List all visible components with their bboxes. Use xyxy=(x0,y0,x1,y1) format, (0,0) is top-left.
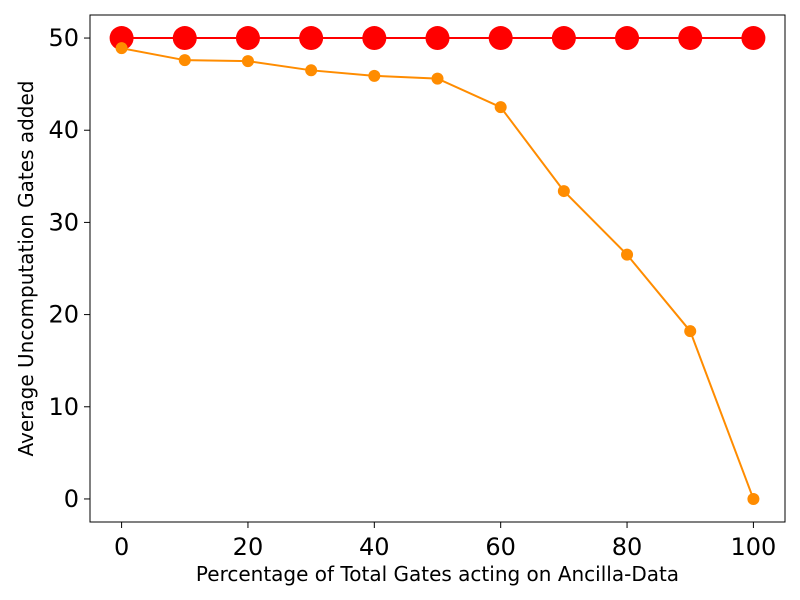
series-1-point xyxy=(488,26,513,51)
series-1-point xyxy=(741,26,766,51)
series-1-point xyxy=(235,26,260,51)
x-tick-label: 80 xyxy=(612,533,643,561)
series-1-point xyxy=(299,26,324,51)
series-2-point xyxy=(368,69,381,82)
series-2-point xyxy=(684,325,697,338)
x-tick-label: 40 xyxy=(359,533,390,561)
x-tick-label: 60 xyxy=(485,533,516,561)
series-2-point xyxy=(494,101,507,114)
x-tick-label: 0 xyxy=(114,533,129,561)
x-tick-label: 100 xyxy=(731,533,777,561)
series-2-point xyxy=(305,64,318,77)
series-2-point xyxy=(178,54,191,67)
series-1-point xyxy=(678,26,703,51)
y-tick-label: 30 xyxy=(48,208,79,236)
series-1-point xyxy=(551,26,576,51)
series-2-point xyxy=(431,72,444,85)
series-1-point xyxy=(615,26,640,51)
y-tick-label: 10 xyxy=(48,393,79,421)
series-1-point xyxy=(425,26,450,51)
series-layer xyxy=(109,26,766,505)
y-axis-label: Average Uncomputation Gates added xyxy=(14,81,38,457)
series-1-point xyxy=(109,26,134,51)
series-2-point xyxy=(621,248,634,261)
y-tick-label: 50 xyxy=(48,24,79,52)
series-1-point xyxy=(172,26,197,51)
x-axis-label: Percentage of Total Gates acting on Anci… xyxy=(196,562,679,586)
x-axis-ticks: 0 20 40 60 80 100 xyxy=(114,522,776,561)
y-tick-label: 40 xyxy=(48,116,79,144)
y-axis-ticks: 0 10 20 30 40 50 xyxy=(48,24,90,513)
plot-area xyxy=(90,15,785,522)
series-2-point xyxy=(241,55,254,68)
series-2-point xyxy=(747,492,760,505)
series-2-point xyxy=(557,185,570,198)
plot-frame xyxy=(89,14,786,523)
y-tick-label: 0 xyxy=(64,485,79,513)
y-tick-label: 20 xyxy=(48,301,79,329)
x-tick-label: 20 xyxy=(233,533,264,561)
series-2-point xyxy=(115,42,128,55)
series-1-point xyxy=(362,26,387,51)
